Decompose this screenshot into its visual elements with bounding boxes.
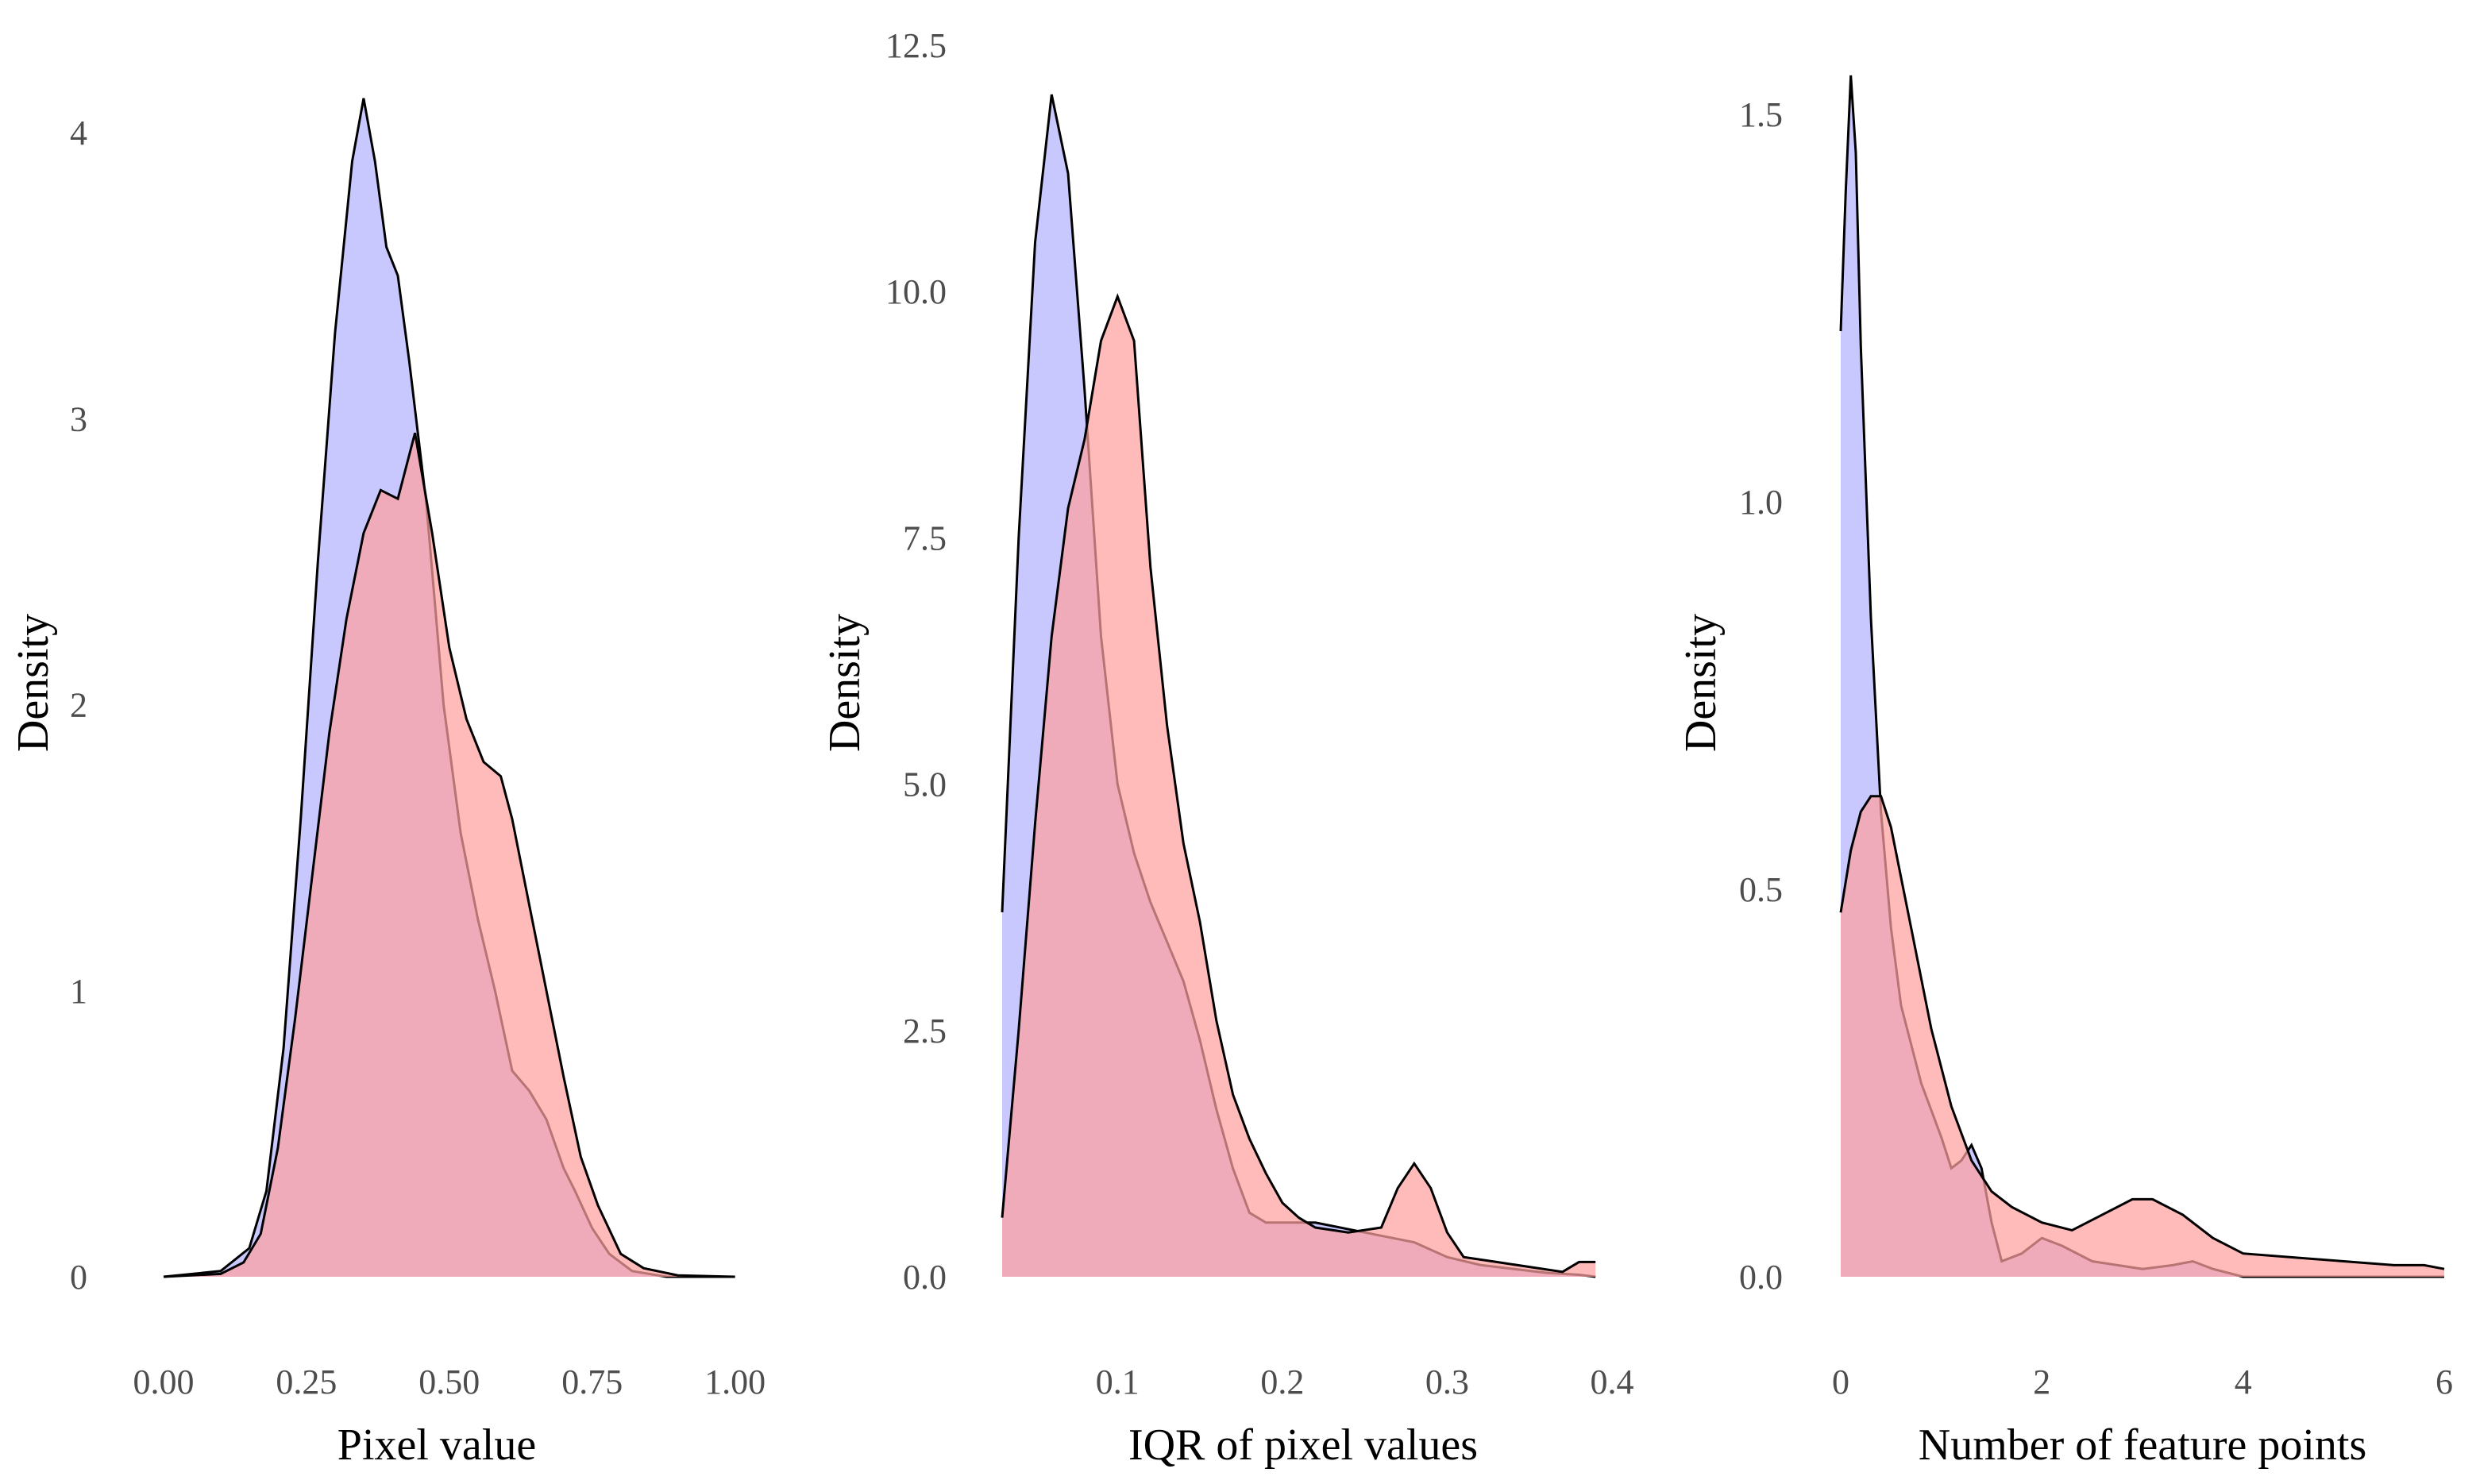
panel-2-y-tick-label: 7.5 (903, 518, 947, 557)
panel-3-y-axis-title: Density (1676, 614, 1726, 752)
panel-3-x-tick-label: 4 (2235, 1363, 2252, 1401)
panel-3: Density 0 2 4 6 0.0 0.5 1.0 1.5 Number of featu… (1676, 75, 2453, 1470)
panel-3-plot-area: 0 2 4 6 0.0 0.5 1.0 1.5 (1739, 75, 2453, 1401)
panel-1-series-b-area (164, 433, 735, 1277)
panel-1-x-tick-label: 0.50 (418, 1363, 480, 1401)
panel-2-y-tick-label: 2.5 (903, 1012, 947, 1050)
panel-2-series-b-line (1001, 293, 1596, 1274)
panel-3-x-tick-label: 6 (2436, 1363, 2453, 1401)
panel-1-y-tick-label: 3 (70, 399, 87, 438)
panel-1-series-b-line (163, 432, 735, 1278)
panel-3-x-tick-label: 2 (2033, 1363, 2050, 1401)
panel-2-x-axis-title: IQR of pixel values (1128, 1420, 1478, 1470)
panel-2-x-tick-label: 0.3 (1425, 1363, 1469, 1401)
panel-1-plot-area: 0.00 0.25 0.50 0.75 1.00 0 1 2 3 4 (70, 98, 766, 1401)
panel-2-plot-area: 0.1 0.2 0.3 0.4 0.0 2.5 5.0 7.5 10.0 12.5 (885, 26, 1634, 1401)
panel-1-y-tick-label: 4 (70, 114, 87, 152)
panel-1-y-axis-title: Density (9, 614, 58, 752)
panel-1-y-tick-label: 0 (70, 1258, 87, 1297)
panel-3-series-b-line (1839, 795, 2445, 1270)
panel-2: Density 0.1 0.2 0.3 0.4 0.0 2.5 5.0 7.5 10.0 12.5… (820, 26, 1634, 1470)
panel-1-x-tick-label: 0.75 (561, 1363, 623, 1401)
panel-3-y-tick-label: 0.5 (1739, 870, 1783, 909)
panel-3-y-tick-label: 0.0 (1739, 1258, 1783, 1297)
panel-3-y-tick-label: 1.0 (1739, 483, 1783, 522)
panel-2-y-tick-label: 5.0 (903, 765, 947, 804)
panel-2-x-tick-label: 0.2 (1260, 1363, 1304, 1401)
panel-1-x-tick-label: 0.25 (276, 1363, 337, 1401)
panel-2-series-b-area (1002, 296, 1596, 1277)
panel-3-y-tick-label: 1.5 (1739, 95, 1783, 134)
panel-2-y-axis-title: Density (820, 614, 870, 752)
panel-1-x-tick-label: 0.00 (133, 1363, 195, 1401)
panel-2-y-tick-label: 12.5 (885, 26, 947, 65)
panel-2-y-tick-label: 10.0 (885, 272, 947, 311)
panel-1-y-tick-label: 2 (70, 686, 87, 725)
panel-1-x-axis-title: Pixel value (337, 1420, 536, 1470)
panel-1-y-tick-label: 1 (70, 972, 87, 1011)
panel-3-x-tick-label: 0 (1832, 1363, 1849, 1401)
panel-3-series-b-area (1841, 796, 2444, 1277)
panel-3-x-axis-title: Number of feature points (1919, 1420, 2366, 1470)
panel-2-y-tick-label: 0.0 (903, 1258, 947, 1297)
panel-1-x-tick-label: 1.00 (704, 1363, 766, 1401)
panel-2-x-tick-label: 0.4 (1591, 1363, 1634, 1401)
panel-1: Density 0.00 0.25 0.50 0.75 1.00 0 1 2 3 4 Pixel … (9, 98, 766, 1470)
panel-2-x-tick-label: 0.1 (1096, 1363, 1140, 1401)
